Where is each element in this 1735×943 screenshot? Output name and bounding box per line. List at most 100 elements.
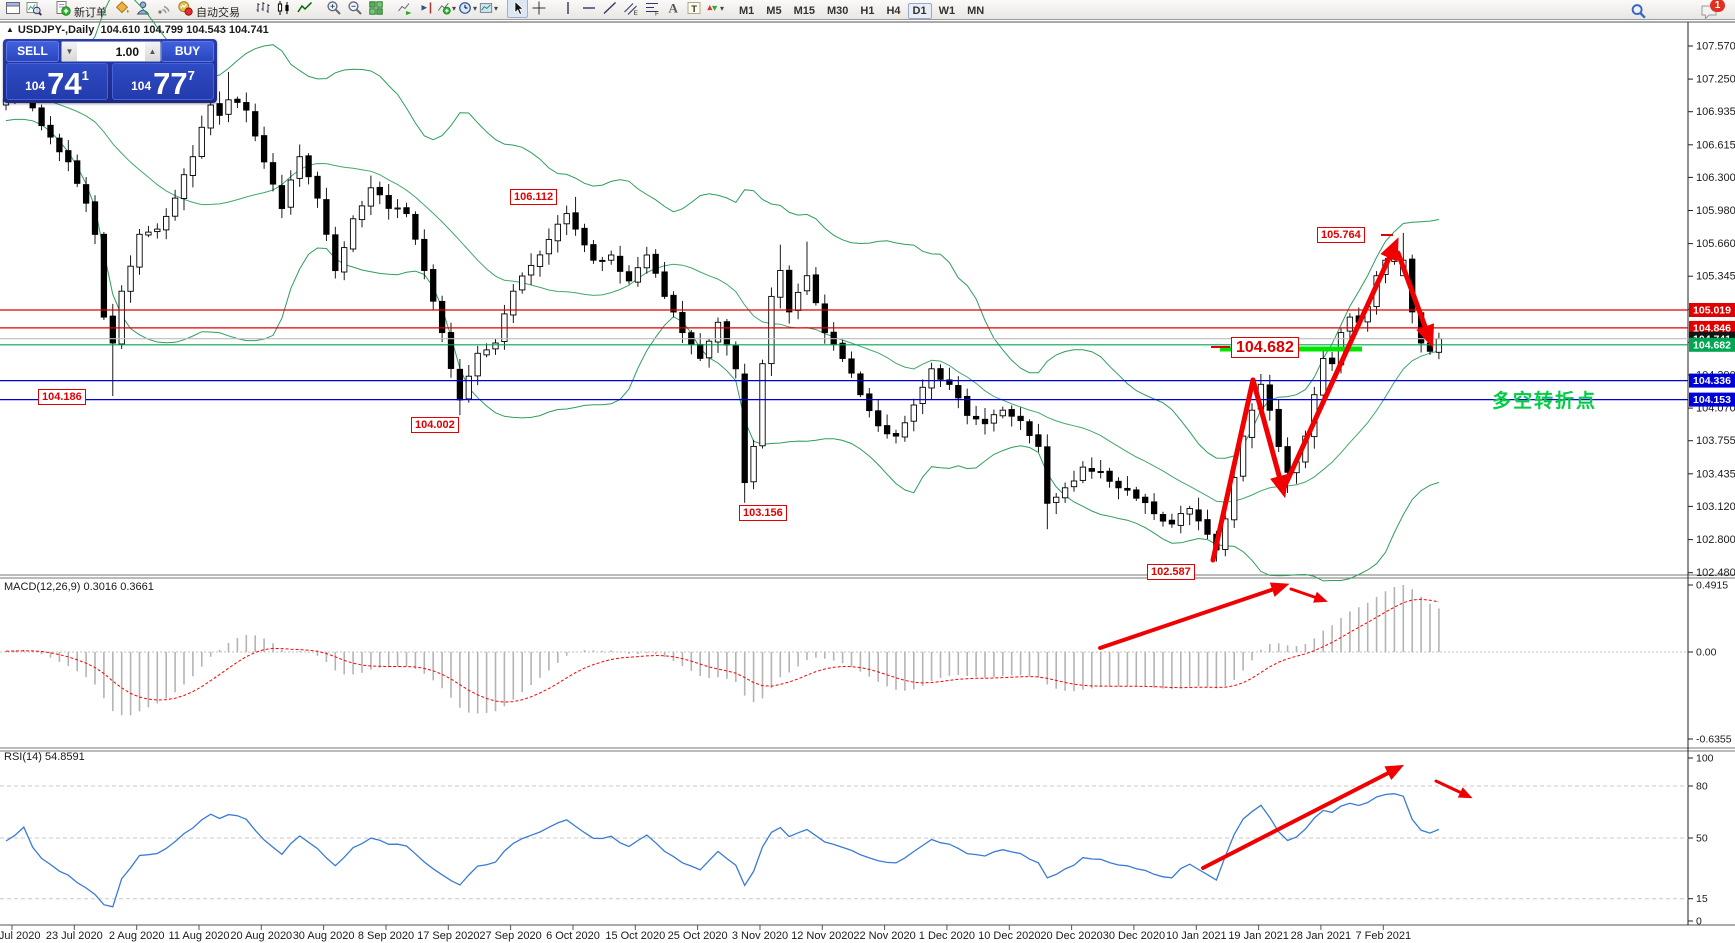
bar-chart-icon[interactable] (252, 0, 273, 18)
signals-icon[interactable] (153, 0, 174, 18)
chart-annotation-text[interactable]: 多空转折点 (1492, 391, 1598, 412)
macd-value-2: 0.3661 (120, 581, 154, 593)
svg-text:104.153: 104.153 (1693, 394, 1731, 406)
svg-text:A: A (668, 1, 678, 16)
chart-styles-icon[interactable] (111, 0, 132, 18)
svg-text:E: E (633, 10, 638, 16)
volume-decrease-button[interactable]: ▼ (62, 42, 77, 61)
sell-button[interactable]: SELL (6, 41, 59, 62)
svg-text:107.570: 107.570 (1696, 41, 1735, 53)
chart-window-icon[interactable] (2, 0, 23, 18)
svg-text:F: F (655, 11, 659, 17)
tile-windows-icon[interactable] (365, 0, 386, 18)
svg-text:104.846: 104.846 (1693, 323, 1731, 335)
svg-text:103.435: 103.435 (1696, 468, 1735, 480)
symbol-period: USDJPY-,Daily (17, 24, 95, 36)
fibonacci-icon[interactable]: F (641, 0, 662, 18)
buy-price-pips: 77 (153, 65, 188, 101)
buy-button[interactable]: BUY (161, 41, 214, 62)
svg-text:80: 80 (1696, 781, 1708, 793)
bollinger-upper (5, 0, 1439, 459)
svg-text:105.345: 105.345 (1696, 271, 1735, 283)
new-order-button-label[interactable]: 新订单 (74, 7, 107, 19)
volume-increase-button[interactable]: ▲ (145, 42, 160, 61)
timeframe-W1-button[interactable]: W1 (938, 4, 956, 17)
arrows-icon[interactable]: ▾ (704, 0, 725, 18)
svg-text:8 Sep 2020: 8 Sep 2020 (358, 930, 414, 942)
text-icon[interactable]: A (662, 0, 683, 18)
price-label-object[interactable]: 105.764 (1317, 227, 1365, 243)
timeframe-M5-button[interactable]: M5 (766, 4, 782, 17)
svg-text:15 Oct 2020: 15 Oct 2020 (605, 930, 665, 942)
buy-price-figure: 104 (131, 79, 152, 93)
main-toolbar: 新订单 自动交易 ▾ ▾ ▾ E F A T ▾ M1 M5 M15 M30 H1 H4 D1 W1 MN 1 (0, 0, 1735, 20)
timeframe-M15-button[interactable]: M15 (793, 4, 815, 17)
svg-text:106.300: 106.300 (1696, 172, 1735, 184)
svg-text:104.682: 104.682 (1693, 339, 1731, 351)
volume-value[interactable]: 1.00 (115, 44, 139, 59)
periods-icon[interactable]: ▾ (457, 0, 478, 18)
svg-text:100: 100 (1696, 753, 1714, 765)
rsi-value: 54.8591 (44, 751, 85, 763)
volume-stepper: ▼ 1.00 ▲ (61, 41, 161, 62)
crosshair-icon[interactable] (528, 0, 549, 18)
chart-shift-icon[interactable] (415, 0, 436, 18)
timeframe-H4-button[interactable]: H4 (886, 4, 901, 17)
data-window-icon[interactable] (23, 0, 44, 18)
svg-text:15: 15 (1696, 893, 1708, 905)
vertical-line-icon[interactable] (557, 0, 578, 18)
auto-scroll-icon[interactable] (394, 0, 415, 18)
horizontal-line-icon[interactable] (578, 0, 599, 18)
search-icon[interactable] (1628, 1, 1649, 21)
text-label-icon[interactable]: T (683, 0, 704, 18)
new-order-button[interactable] (52, 0, 73, 18)
equidistant-channel-icon[interactable]: E (620, 0, 641, 18)
svg-text:30 Aug 2020: 30 Aug 2020 (293, 930, 355, 942)
trendline-icon[interactable] (599, 0, 620, 18)
trend-arrows[interactable] (1210, 237, 1434, 563)
bollinger-middle (5, 94, 1440, 503)
candlestick-chart-icon[interactable] (273, 0, 294, 18)
svg-text:19 Jan 2021: 19 Jan 2021 (1228, 930, 1289, 942)
macd-signal-line (5, 598, 1439, 703)
price-label-object[interactable]: 106.112 (510, 189, 558, 205)
bollinger-bands[interactable] (5, 0, 1440, 582)
timeframe-MN-button[interactable]: MN (967, 4, 985, 17)
svg-text:105.980: 105.980 (1696, 205, 1735, 217)
svg-text:10 Dec 2020: 10 Dec 2020 (978, 930, 1040, 942)
svg-text:27 Sep 2020: 27 Sep 2020 (479, 930, 541, 942)
date-axis[interactable]: 14 Jul 2020 23 Jul 2020 2 Aug 2020 11 Aug 2… (0, 925, 1411, 942)
price-label-object[interactable]: 104.002 (411, 417, 459, 433)
timeframe-M30-button[interactable]: M30 (826, 4, 849, 17)
autotrading-button-label[interactable]: 自动交易 (196, 7, 240, 19)
svg-text:7 Feb 2021: 7 Feb 2021 (1355, 930, 1411, 942)
zoom-in-icon[interactable] (323, 0, 344, 18)
notifications-bubble-icon[interactable]: 1 (1698, 0, 1725, 22)
panel-borders (0, 21, 1735, 926)
price-label-object[interactable]: 103.156 (739, 505, 787, 521)
indicators-icon[interactable]: ▾ (436, 0, 457, 18)
svg-text:1 Dec 2020: 1 Dec 2020 (919, 930, 975, 942)
price-label-object[interactable]: 102.587 (1147, 564, 1195, 580)
price-label-object[interactable]: 104.186 (38, 389, 86, 405)
buy-price-button[interactable]: 104 77 7 (112, 63, 214, 100)
line-chart-icon[interactable] (294, 0, 315, 18)
price-label-object[interactable]: 104.682 (1231, 337, 1299, 358)
cursor-icon[interactable] (507, 0, 528, 18)
svg-text:28 Jan 2021: 28 Jan 2021 (1291, 930, 1352, 942)
timeframe-M1-button[interactable]: M1 (739, 4, 755, 17)
zoom-out-icon[interactable] (344, 0, 365, 18)
timeframe-H1-button[interactable]: H1 (860, 4, 875, 17)
svg-text:30 Dec 2020: 30 Dec 2020 (1103, 930, 1165, 942)
svg-text:50: 50 (1696, 833, 1708, 845)
templates-icon[interactable]: ▾ (478, 0, 499, 18)
timeframe-D1-button[interactable]: D1 (907, 2, 932, 19)
svg-text:14 Jul 2020: 14 Jul 2020 (0, 930, 40, 942)
svg-text:10 Jan 2021: 10 Jan 2021 (1166, 930, 1227, 942)
sell-price-button[interactable]: 104 74 1 (6, 63, 108, 100)
autotrading-button[interactable] (174, 0, 195, 18)
svg-text:T: T (691, 4, 697, 15)
collapse-arrow-icon[interactable]: ▲ (6, 25, 14, 34)
